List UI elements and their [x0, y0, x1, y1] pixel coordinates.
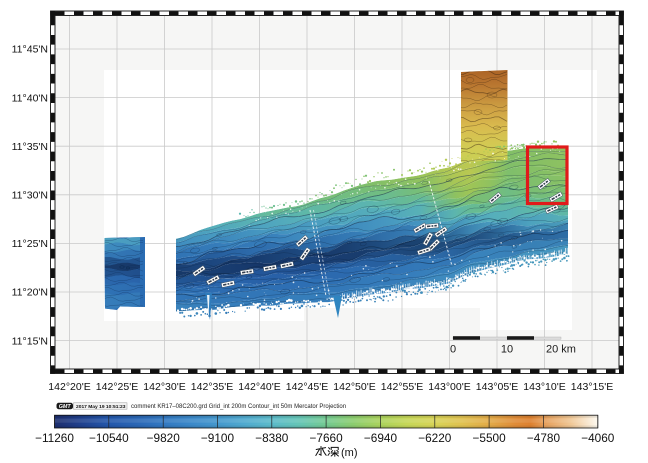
svg-text:−10540: −10540 [89, 431, 129, 445]
svg-text:20 km: 20 km [546, 344, 576, 356]
svg-text:−9100: −9100 [201, 431, 235, 445]
svg-text:10: 10 [501, 344, 513, 356]
svg-text:−11260: −11260 [35, 431, 74, 445]
svg-text:comment KR17–08C200.grd Grid_i: comment KR17–08C200.grd Grid_int 200m Co… [131, 404, 346, 410]
svg-text:143°10'E: 143°10'E [523, 381, 565, 393]
svg-text:0: 0 [450, 344, 456, 356]
svg-text:11°20'N: 11°20'N [12, 287, 48, 299]
svg-text:−6220: −6220 [418, 431, 452, 445]
svg-text:142°30'E: 142°30'E [143, 381, 185, 393]
svg-text:11°40'N: 11°40'N [12, 92, 48, 104]
svg-text:11°30'N: 11°30'N [12, 190, 48, 202]
svg-text:143°00'E: 143°00'E [428, 381, 470, 393]
svg-text:−6940: −6940 [364, 431, 398, 445]
svg-text:142°20'E: 142°20'E [48, 381, 90, 393]
svg-text:−9820: −9820 [147, 431, 181, 445]
svg-text:142°55'E: 142°55'E [381, 381, 423, 393]
svg-text:142°25'E: 142°25'E [96, 381, 138, 393]
svg-text:−8380: −8380 [255, 431, 289, 445]
svg-text:(m): (m) [341, 447, 358, 459]
svg-text:142°50'E: 142°50'E [333, 381, 375, 393]
svg-text:−7660: −7660 [310, 431, 344, 445]
svg-text:142°40'E: 142°40'E [238, 381, 280, 393]
svg-text:143°05'E: 143°05'E [476, 381, 518, 393]
svg-text:GMT: GMT [59, 404, 72, 410]
svg-text:11°25'N: 11°25'N [12, 238, 48, 250]
svg-text:2017 May 19 10:51:23: 2017 May 19 10:51:23 [76, 404, 126, 410]
svg-text:142°35'E: 142°35'E [191, 381, 233, 393]
svg-text:−4780: −4780 [527, 431, 561, 445]
svg-text:−4060: −4060 [581, 431, 615, 445]
svg-text:11°35'N: 11°35'N [12, 141, 48, 153]
svg-text:11°15'N: 11°15'N [12, 335, 48, 347]
svg-text:143°15'E: 143°15'E [571, 381, 613, 393]
svg-text:11°45'N: 11°45'N [12, 44, 48, 56]
svg-text:−5500: −5500 [473, 431, 507, 445]
svg-text:142°45'E: 142°45'E [286, 381, 328, 393]
